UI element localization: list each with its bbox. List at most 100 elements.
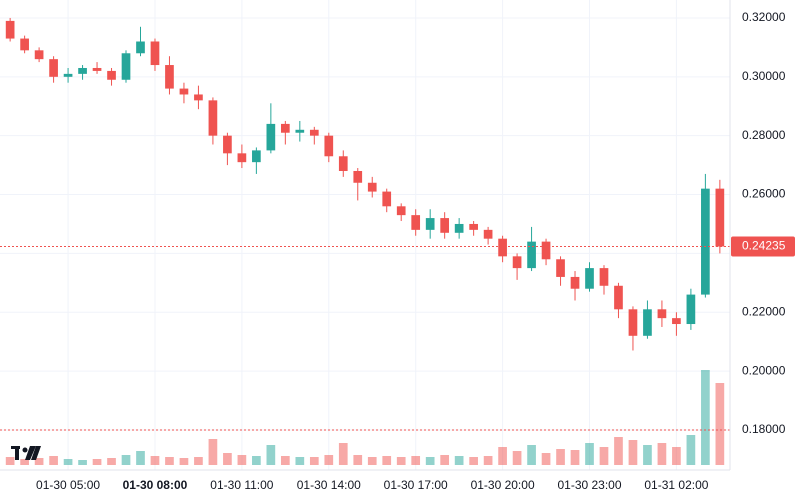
volume-bar: [396, 457, 406, 465]
volume-bar: [599, 447, 609, 465]
volume-bar: [194, 457, 203, 465]
volume-bar: [324, 455, 334, 465]
volume-bar: [454, 456, 464, 465]
volume-bar: [701, 370, 710, 465]
volume-bar: [570, 450, 580, 465]
volume-bar: [614, 437, 623, 465]
x-tick-label: 01-30 08:00: [123, 478, 188, 492]
candle-body: [599, 268, 609, 286]
candle-body: [179, 88, 189, 95]
volume-bar: [208, 439, 218, 465]
candle-body: [382, 191, 392, 207]
volume-bar: [715, 383, 725, 465]
candle-body: [672, 318, 681, 325]
candle-body: [454, 223, 464, 233]
volume-bar: [266, 445, 276, 465]
volume-bar: [121, 455, 131, 465]
volume-bar: [628, 440, 638, 465]
volume-bar: [309, 457, 319, 465]
x-tick-label: 01-30 23:00: [557, 478, 621, 492]
volume-bar: [237, 455, 247, 465]
candle-body: [338, 156, 348, 171]
candle-body: [570, 276, 580, 289]
candle-body: [295, 129, 305, 133]
candle-body: [628, 309, 638, 336]
volume-bar: [107, 458, 116, 465]
volume-bar: [512, 451, 522, 465]
x-tick-label: 01-31 02:00: [644, 478, 708, 492]
candle-body: [469, 223, 478, 230]
volume-bar: [425, 457, 435, 465]
y-tick-label: 0.32000: [742, 10, 786, 24]
candle-body: [585, 268, 594, 289]
candle-body: [498, 238, 507, 257]
candle-body: [252, 150, 261, 163]
candle-body: [367, 182, 377, 192]
volume-bar: [252, 456, 261, 465]
candle-body: [686, 294, 696, 325]
volume-bar: [643, 445, 652, 465]
volume-bar: [353, 455, 363, 465]
volume-bar: [483, 456, 493, 465]
candle-body: [614, 285, 623, 310]
volume-bar: [382, 456, 392, 465]
volume-bar: [49, 456, 58, 465]
logo-part: [15, 446, 19, 460]
logo-part: [25, 446, 36, 460]
volume-bar: [5, 457, 15, 465]
last-price-badge: [731, 236, 795, 257]
marks: [0, 17, 730, 465]
x-tick-label: 01-30 17:00: [384, 478, 448, 492]
volume-bar: [63, 459, 73, 465]
volume-bar: [367, 457, 377, 465]
candle-body: [512, 256, 522, 269]
volume-bar: [78, 460, 87, 465]
candle-body: [20, 38, 29, 51]
candle-body: [643, 309, 652, 336]
volume-bar: [136, 451, 145, 465]
candle-body: [49, 59, 58, 77]
candle-body: [556, 259, 565, 277]
volume-bar: [179, 458, 189, 465]
volume-bar: [585, 443, 594, 465]
candle-body: [701, 188, 710, 295]
logo-part: [31, 446, 41, 460]
x-tick-label: 01-30 20:00: [471, 478, 535, 492]
volume-bar: [165, 457, 174, 465]
y-tick-label: 0.18000: [742, 422, 786, 436]
volume-bar: [295, 457, 305, 465]
candle-body: [440, 218, 450, 233]
volume-bar: [223, 453, 232, 465]
candle-body: [63, 73, 73, 77]
volume-bar: [657, 443, 667, 465]
volume-bar: [280, 456, 290, 465]
candle-body: [150, 41, 160, 66]
candle-body: [194, 94, 203, 101]
y-tick-label: 0.22000: [742, 304, 786, 318]
candle-body: [483, 229, 493, 239]
candle-body: [280, 123, 290, 133]
candle-body: [121, 53, 131, 80]
y-tick-label: 0.26000: [742, 187, 786, 201]
candle-body: [78, 67, 87, 74]
candle-body: [92, 67, 102, 71]
last-price-label: 0.24235: [742, 239, 786, 253]
logo-part: [22, 447, 28, 453]
y-tick-label: 0.28000: [742, 128, 786, 142]
candle-body: [715, 188, 725, 247]
volume-bar: [686, 435, 696, 465]
volume-bar: [338, 443, 348, 465]
volume-bar: [440, 455, 450, 465]
candle-body: [107, 70, 116, 80]
volume-bar: [556, 449, 565, 465]
x-tick-label: 01-30 11:00: [210, 478, 273, 492]
candle-body: [136, 41, 145, 54]
candle-body: [541, 241, 551, 260]
candle-body: [527, 241, 536, 269]
volume-bar: [411, 456, 421, 465]
logo: [11, 446, 41, 460]
y-tick-label: 0.20000: [742, 363, 786, 377]
candle-body: [324, 135, 334, 157]
candle-body: [309, 129, 319, 136]
